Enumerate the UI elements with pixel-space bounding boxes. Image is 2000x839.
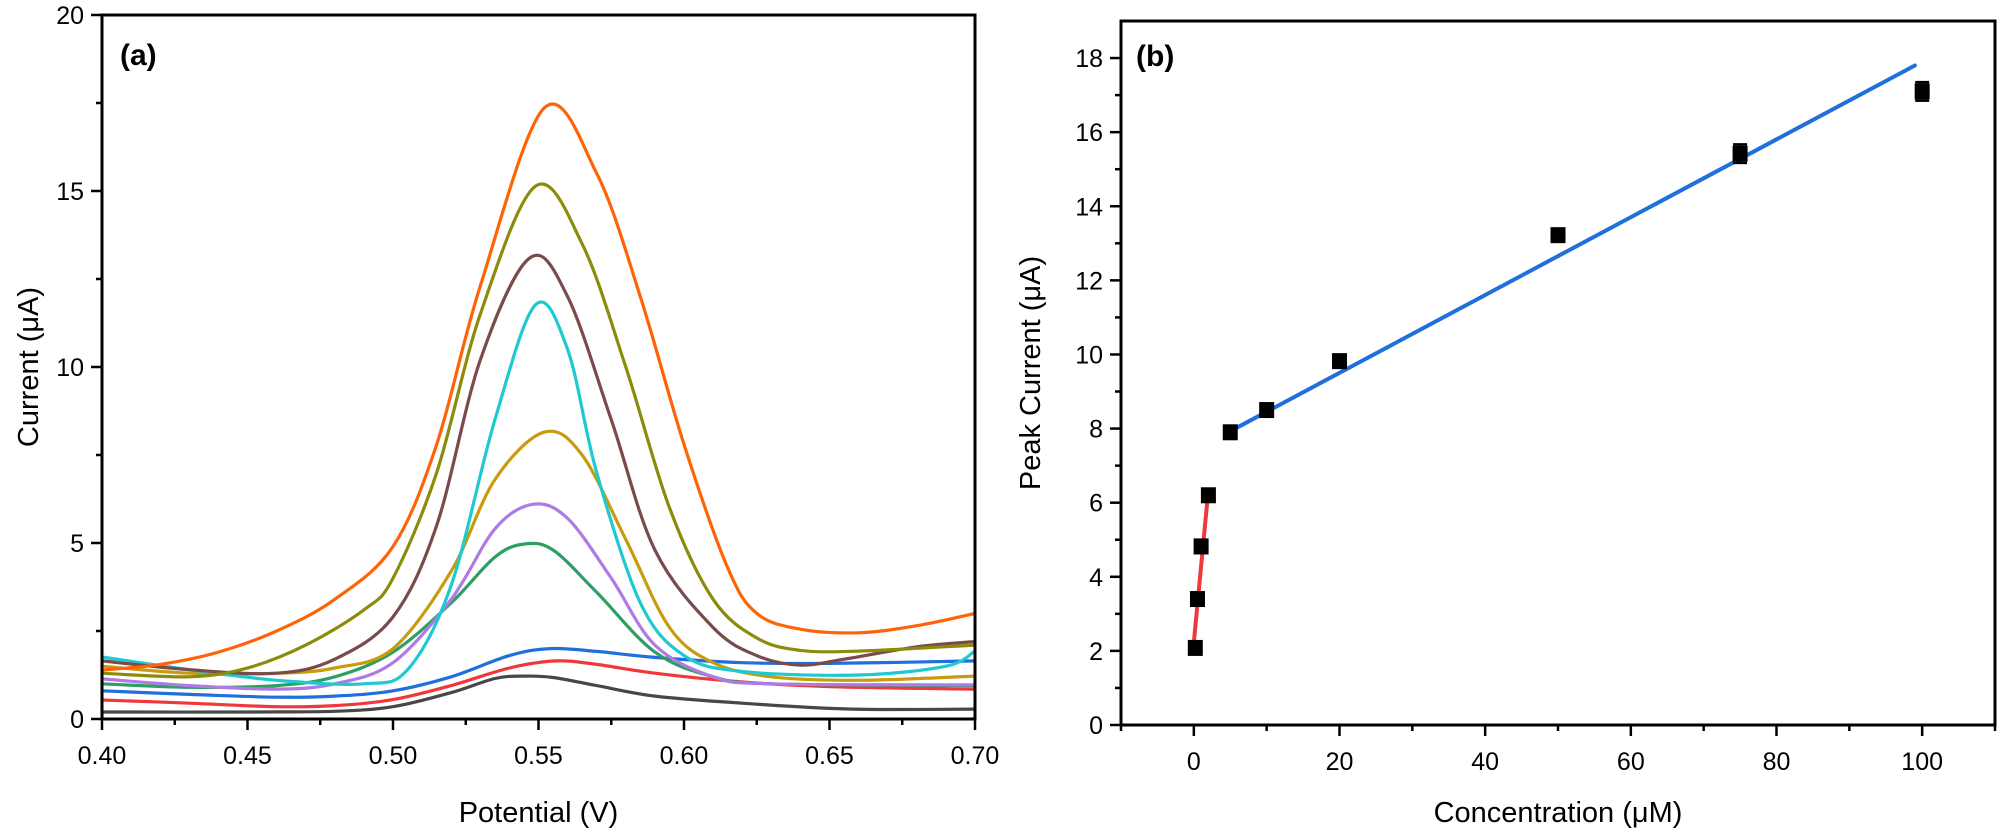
b-fit-lines xyxy=(1191,63,1917,645)
b-data-point xyxy=(1550,227,1566,244)
a-x-tick-label: 0.50 xyxy=(369,742,418,770)
b-data-points xyxy=(1187,80,1930,656)
b-x-tick-label: 80 xyxy=(1763,748,1791,776)
b-data-point xyxy=(1193,538,1209,555)
a-series-curve-3 xyxy=(100,646,977,699)
a-y-axis-ticks: 0 5 10 15 20 xyxy=(56,2,102,734)
b-x-tick-label: 20 xyxy=(1326,748,1354,776)
b-y-axis-ticks: 0 2 4 6 8 10 12 14 16 18 xyxy=(1075,45,1121,740)
a-series-curve-9 xyxy=(100,182,977,679)
a-series-curve-8 xyxy=(100,253,977,676)
b-point-marker xyxy=(1732,145,1748,162)
b-plot-frame xyxy=(1119,19,1997,727)
b-point-marker xyxy=(1222,424,1238,441)
b-data-point xyxy=(1732,143,1748,165)
a-y-tick-label: 10 xyxy=(56,354,84,382)
a-y-tick-label: 15 xyxy=(56,178,84,206)
a-x-axis-title: Potential (V) xyxy=(459,797,619,829)
b-y-tick-label: 0 xyxy=(1089,712,1103,740)
a-curves xyxy=(100,102,977,714)
b-point-marker xyxy=(1550,227,1566,244)
a-y-tick-label: 5 xyxy=(70,530,84,558)
b-y-tick-label: 18 xyxy=(1075,45,1103,73)
b-x-tick-label: 0 xyxy=(1187,748,1201,776)
a-series-curve-6 xyxy=(100,429,977,682)
b-y-tick-label: 2 xyxy=(1089,638,1103,666)
b-x-tick-label: 100 xyxy=(1901,748,1943,776)
a-series-curve-1 xyxy=(100,674,977,714)
b-x-axis-ticks: 0 20 40 60 80 100 xyxy=(1119,725,1997,776)
b-x-tick-label: 60 xyxy=(1617,748,1645,776)
b-data-point xyxy=(1914,80,1930,102)
b-y-axis-title: Peak Current (μA) xyxy=(1015,256,1047,490)
a-series-curve-5 xyxy=(100,502,977,691)
b-y-tick-label: 6 xyxy=(1089,490,1103,518)
a-plot-frame xyxy=(100,13,977,721)
b-y-tick-label: 10 xyxy=(1075,341,1103,369)
b-data-point xyxy=(1332,353,1347,370)
a-y-tick-label: 0 xyxy=(70,706,84,734)
a-series-curve-7 xyxy=(100,300,977,686)
b-x-tick-label: 40 xyxy=(1471,748,1499,776)
a-x-tick-label: 0.45 xyxy=(223,742,272,770)
b-point-marker xyxy=(1187,639,1203,656)
a-series-curve-10 xyxy=(100,102,977,672)
b-y-tick-label: 4 xyxy=(1089,564,1103,592)
b-point-marker xyxy=(1914,83,1930,100)
b-point-marker xyxy=(1189,591,1205,608)
b-point-marker xyxy=(1332,353,1347,370)
panel-label-b: (b) xyxy=(1136,40,1174,73)
panel-label-a: (a) xyxy=(120,39,157,72)
a-x-tick-label: 0.70 xyxy=(951,742,1000,770)
a-y-axis-title: Current (μA) xyxy=(13,287,45,447)
b-low-range-fit-line xyxy=(1191,487,1211,645)
a-y-tick-label: 20 xyxy=(56,2,84,30)
b-y-tick-label: 12 xyxy=(1075,267,1103,295)
a-x-tick-label: 0.40 xyxy=(78,742,127,770)
a-x-axis-ticks: 0.40 0.45 0.50 0.55 0.60 0.65 0.70 xyxy=(78,719,1000,770)
b-data-point xyxy=(1200,487,1216,504)
b-y-tick-label: 16 xyxy=(1075,119,1103,147)
b-data-point xyxy=(1222,424,1238,441)
a-series-curve-4 xyxy=(100,541,977,690)
a-x-tick-label: 0.55 xyxy=(514,742,563,770)
a-x-tick-label: 0.60 xyxy=(660,742,709,770)
b-point-marker xyxy=(1200,487,1216,504)
b-high-range-fit-line xyxy=(1229,63,1917,433)
b-data-point xyxy=(1187,639,1203,656)
panel-a-voltammograms: 0.40 0.45 0.50 0.55 0.60 0.65 0.70 0 5 10 15 20 (a… xyxy=(13,2,999,829)
b-point-marker xyxy=(1259,402,1275,419)
a-x-tick-label: 0.65 xyxy=(805,742,854,770)
b-y-tick-label: 8 xyxy=(1089,416,1103,444)
panel-b-calibration: 0 20 40 60 80 100 0 2 4 6 8 10 12 14 16 18 (b) Concent… xyxy=(1015,19,1997,829)
b-point-marker xyxy=(1193,538,1209,555)
b-data-point xyxy=(1189,591,1205,608)
b-data-point xyxy=(1259,402,1275,419)
b-x-axis-title: Concentration (μM) xyxy=(1434,797,1683,829)
b-y-tick-label: 14 xyxy=(1075,193,1103,221)
